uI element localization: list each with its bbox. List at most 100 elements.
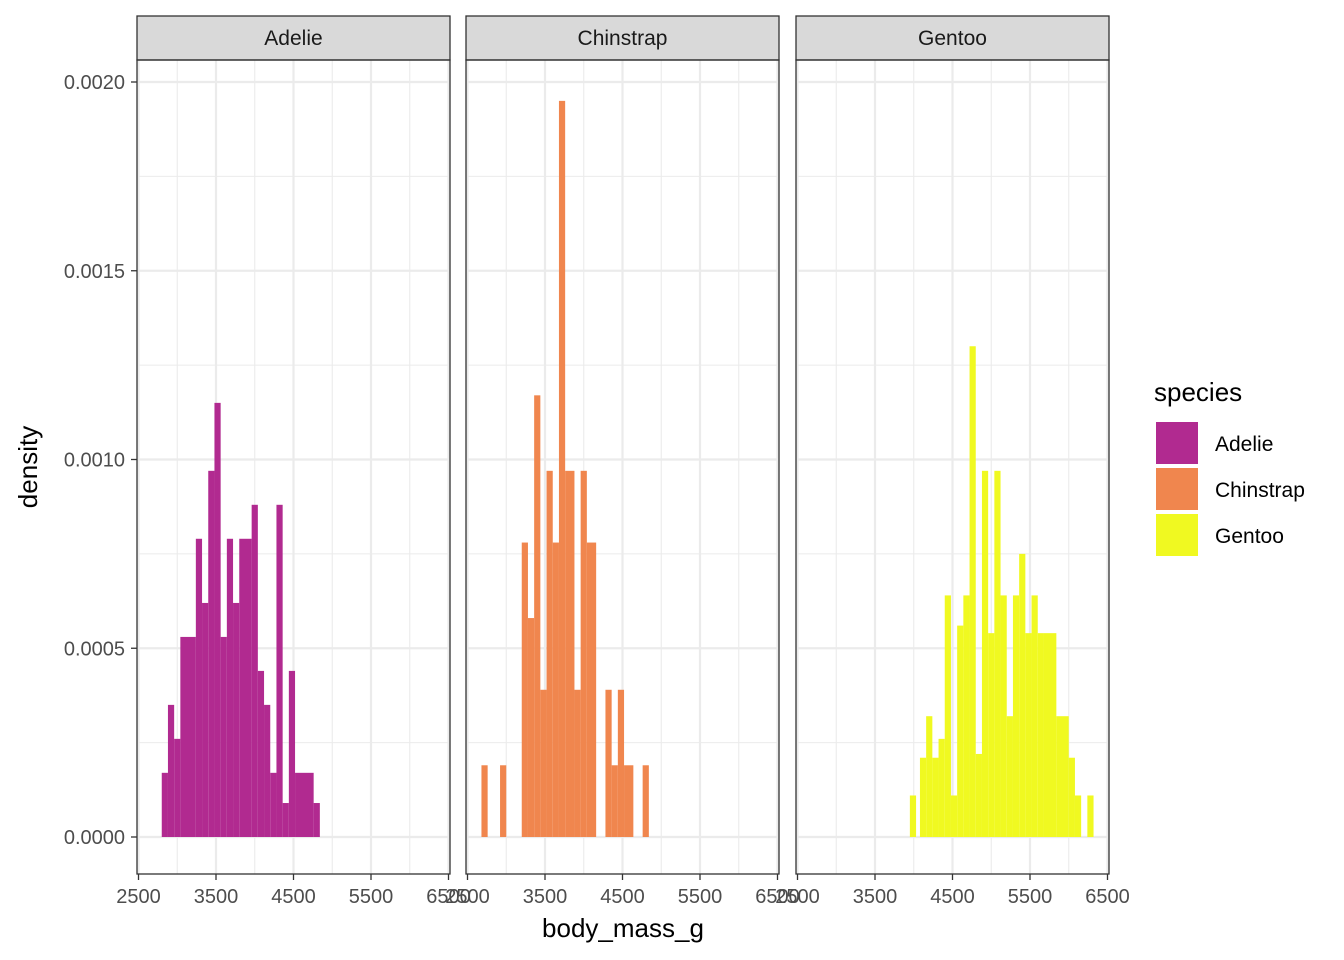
panel-chinstrap: Chinstrap 2500 3500 4500 5500 6500 (445, 15, 800, 908)
legend-label: Adelie (1215, 433, 1273, 456)
histogram-bar (580, 470, 587, 837)
x-tick-label: 3500 (194, 886, 239, 908)
panel-adelie: Adelie 2500 3500 4500 5500 6500 (116, 15, 471, 908)
legend-label: Chinstrap (1215, 479, 1305, 502)
histogram-bar (1025, 633, 1032, 837)
histogram-bar (180, 636, 196, 837)
histogram-bar (167, 704, 175, 837)
y-axis-title: density (13, 426, 43, 508)
strip-label: Chinstrap (578, 27, 668, 50)
histogram-bars (481, 100, 649, 837)
histogram-bars (161, 402, 320, 837)
x-tick-label: 4500 (600, 886, 645, 908)
histogram-bar (251, 504, 258, 837)
histogram-bar (975, 753, 982, 837)
histogram-bar (257, 670, 265, 837)
x-axis: 2500 3500 4500 5500 6500 (445, 874, 800, 908)
histogram-bar (605, 689, 612, 837)
histogram-bar (1037, 633, 1044, 837)
histogram-bar (161, 772, 168, 837)
histogram-bar (1068, 757, 1075, 837)
strip-label: Adelie (264, 27, 322, 50)
histogram-bar (624, 765, 634, 837)
histogram-bar (1074, 795, 1082, 837)
histogram-bar (264, 704, 271, 837)
histogram-bar (546, 470, 553, 837)
x-tick-label: 5500 (1008, 886, 1053, 908)
histogram-bar (617, 689, 625, 837)
histogram-bar (909, 795, 917, 837)
x-tick-label: 2500 (116, 886, 161, 908)
x-axis: 2500 3500 4500 5500 6500 (116, 874, 471, 908)
histogram-bar (642, 765, 649, 837)
strip-label: Gentoo (918, 27, 987, 50)
histogram-bar (288, 670, 296, 837)
y-tick-label: 0.0000 (64, 827, 125, 849)
histogram-bar (202, 602, 209, 837)
histogram-bar (195, 538, 203, 837)
y-tick-label: 0.0020 (64, 72, 125, 94)
histogram-bar (540, 689, 547, 837)
x-tick-label: 4500 (930, 886, 975, 908)
histogram-bar (586, 542, 597, 837)
legend-swatch (1156, 468, 1198, 510)
x-tick-label: 4500 (271, 886, 316, 908)
histogram-bar (270, 772, 277, 837)
histogram-bar (1056, 716, 1069, 837)
histogram-bar (552, 542, 559, 837)
histogram-bar (963, 595, 970, 837)
x-tick-label: 3500 (523, 886, 568, 908)
histogram-bar (174, 738, 181, 837)
histogram-bar (1087, 795, 1094, 837)
histogram-bar (932, 757, 939, 837)
legend: species Adelie Chinstrap Gentoo (1154, 377, 1305, 556)
histogram-bar (988, 633, 995, 837)
histogram-bar (313, 803, 320, 837)
x-tick-label: 2500 (775, 886, 820, 908)
x-tick-label: 6500 (426, 886, 471, 908)
histogram-bar (938, 738, 945, 837)
histogram-bar (1043, 633, 1057, 837)
legend-title: species (1154, 377, 1242, 407)
histogram-bar (282, 803, 289, 837)
histogram-bar (226, 538, 234, 837)
histogram-bar (208, 470, 215, 837)
histogram-bar (565, 470, 575, 837)
histogram-bar (1031, 595, 1038, 837)
x-tick-label: 5500 (678, 886, 723, 908)
histogram-bar (994, 470, 1001, 837)
histogram-bar (1000, 595, 1007, 837)
histogram-bar (295, 772, 314, 837)
histogram-bars (909, 346, 1094, 837)
histogram-bar (1019, 553, 1026, 837)
strip-background (136, 15, 451, 61)
legend-swatch (1156, 514, 1198, 556)
histogram-bar (969, 346, 976, 837)
histogram-bar (527, 618, 535, 837)
x-tick-label: 6500 (1085, 886, 1130, 908)
histogram-bar (558, 100, 566, 837)
histogram-bar (233, 602, 240, 837)
histogram-bar (276, 504, 283, 837)
histogram-bar (239, 538, 252, 837)
histogram-bar (957, 625, 964, 837)
x-tick-label: 6500 (755, 886, 800, 908)
y-tick-label: 0.0005 (64, 638, 125, 660)
legend-swatch (1156, 422, 1198, 464)
histogram-bar (950, 795, 958, 837)
histogram-bar (944, 595, 951, 837)
y-tick-label: 0.0010 (64, 450, 125, 472)
histogram-bar (220, 636, 227, 837)
histogram-bar (500, 765, 507, 837)
histogram-bar (1012, 595, 1020, 837)
x-axis-title: body_mass_g (542, 913, 704, 943)
y-axis: 0.0000 0.0005 0.0010 0.0015 0.0020 (64, 72, 137, 849)
x-axis: 2500 3500 4500 5500 6500 (775, 874, 1130, 908)
histogram-bar (214, 402, 221, 837)
panel-gentoo: Gentoo 2500 3500 4500 5500 6500 (775, 15, 1130, 908)
histogram-bar (1006, 716, 1013, 837)
y-tick-label: 0.0015 (64, 261, 125, 283)
histogram-bar (919, 757, 927, 837)
x-tick-label: 3500 (853, 886, 898, 908)
